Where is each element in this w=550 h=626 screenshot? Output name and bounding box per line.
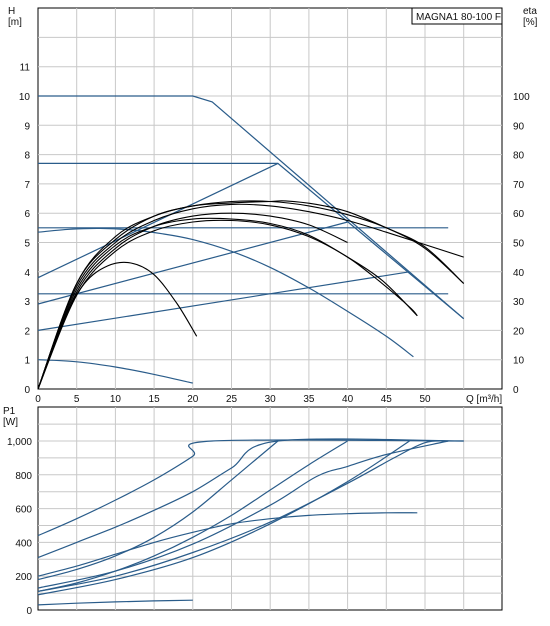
h-tick-label: 11 — [20, 63, 31, 74]
h-tick-label: 10 — [19, 92, 31, 103]
x-tick-label: 40 — [342, 394, 354, 405]
eta-tick-label: 80 — [513, 151, 525, 162]
p1-curves — [37, 438, 464, 606]
p1-curve-1 — [37, 438, 464, 559]
qh-curve-5 — [37, 227, 414, 358]
eta-curve-4 — [37, 200, 465, 390]
p1-tick-labels: 0 200 400 600 800 1,000 — [7, 437, 32, 617]
x-tick-label: 30 — [265, 394, 277, 405]
x-tick-label: 25 — [226, 394, 238, 405]
qh-curve-4 — [37, 271, 410, 331]
eta-tick-label: 50 — [513, 239, 525, 250]
p1-curve-3 — [37, 440, 348, 592]
p1-curve-4 — [37, 440, 410, 596]
y-axis-title-h: H [m] — [8, 6, 22, 28]
p1-panel: 0 200 400 600 800 1,000 P1 [W] — [3, 406, 503, 617]
h-tick-label: 5 — [24, 239, 30, 250]
eta-tick-label: 70 — [513, 180, 525, 191]
h-tick-label: 0 — [24, 385, 30, 396]
p1-tick-label: 600 — [15, 505, 32, 516]
eta-tick-label: 20 — [513, 326, 525, 337]
eta-curve-2 — [37, 203, 464, 390]
qh-curve-3 — [37, 221, 348, 305]
eta-tick-label: 0 — [513, 385, 519, 396]
h-tick-label: 3 — [24, 297, 30, 308]
qh-tick-labels: 0 5 10 15 20 25 30 35 40 45 5001234567891011010203… — [19, 63, 530, 405]
p1-curve-7 — [37, 440, 449, 592]
h-tick-label: 8 — [24, 151, 30, 162]
eta-curve-6 — [37, 212, 348, 390]
qh-curve-1 — [38, 162, 465, 320]
eta-curves — [37, 200, 465, 390]
p1-curve-5 — [37, 512, 418, 577]
x-tick-label: 5 — [74, 394, 80, 405]
p1-curve-6 — [37, 440, 449, 589]
qh-curve-8 — [37, 359, 193, 384]
h-tick-label: 9 — [24, 121, 30, 132]
model-label: MAGNA1 80-100 F — [416, 12, 501, 23]
p1-tick-label: 800 — [15, 471, 32, 482]
qh-curves — [37, 95, 465, 384]
h-tick-label: 6 — [24, 209, 30, 220]
model-label-box — [411, 7, 503, 25]
h-tick-label: 2 — [24, 326, 30, 337]
p1-tick-label: 0 — [26, 606, 32, 617]
qh-grid — [38, 8, 502, 389]
eta-curve-3 — [37, 200, 465, 390]
y-axis-title-p1: P1 [W] — [3, 406, 18, 428]
x-tick-label: 15 — [149, 394, 161, 405]
qh-panel: 0 5 10 15 20 25 30 35 40 45 5001234567891011010203… — [8, 6, 538, 405]
p1-curve-2 — [37, 440, 279, 581]
x-tick-label: 10 — [110, 394, 122, 405]
eta-tick-label: 30 — [513, 297, 525, 308]
x-axis-title-q: Q [m³/h] — [466, 394, 502, 405]
eta-tick-label: 100 — [513, 92, 530, 103]
eta-tick-label: 90 — [513, 121, 525, 132]
h-tick-label: 7 — [24, 180, 30, 191]
p1-tick-label: 200 — [15, 572, 32, 583]
eta-curve-5 — [37, 219, 418, 390]
h-tick-label: 1 — [24, 356, 30, 367]
p1-tick-label: 1,000 — [7, 437, 32, 448]
x-tick-label: 20 — [187, 394, 199, 405]
eta-tick-label: 10 — [513, 356, 525, 367]
qh-curve-0 — [38, 95, 465, 320]
eta-tick-label: 40 — [513, 268, 525, 279]
x-tick-label: 50 — [419, 394, 431, 405]
eta-tick-label: 60 — [513, 209, 525, 220]
qh-curve-2 — [37, 162, 279, 279]
x-tick-label: 35 — [303, 394, 315, 405]
p1-grid — [38, 407, 502, 610]
h-tick-label: 4 — [24, 268, 30, 279]
y-axis-title-eta: eta [%] — [523, 6, 538, 28]
p1-curve-8 — [37, 599, 193, 606]
p1-tick-label: 400 — [15, 538, 32, 549]
x-tick-label: 0 — [35, 394, 41, 405]
x-tick-label: 45 — [381, 394, 393, 405]
